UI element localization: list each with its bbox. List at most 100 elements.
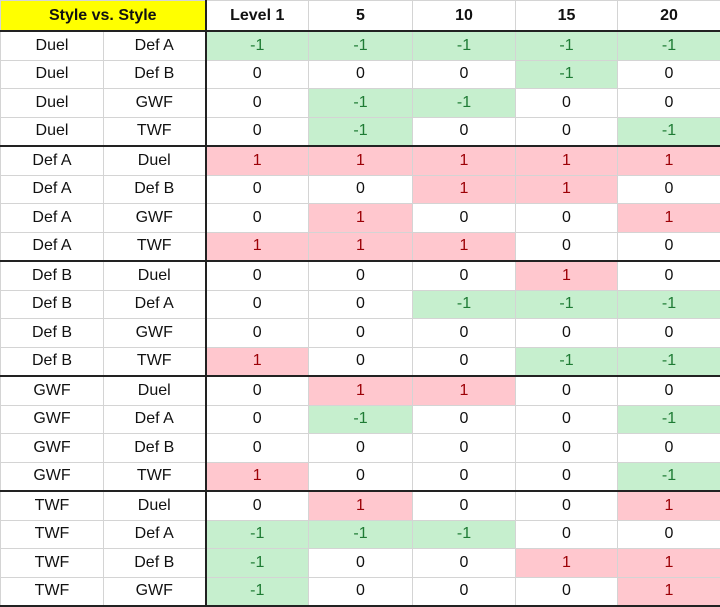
column-header: 5 [309, 1, 413, 32]
result-cell: 0 [516, 117, 618, 146]
style-b: GWF [104, 577, 206, 606]
style-a: TWF [1, 520, 104, 549]
result-cell: 0 [309, 290, 413, 319]
result-cell: 0 [206, 434, 309, 463]
style-a: Def B [1, 261, 104, 290]
style-b: Def B [104, 175, 206, 204]
style-a: Def A [1, 146, 104, 175]
style-b: TWF [104, 117, 206, 146]
result-cell: 0 [516, 376, 618, 405]
result-cell: 1 [516, 175, 618, 204]
result-cell: 0 [309, 577, 413, 606]
result-cell: 1 [206, 347, 309, 376]
result-cell: 1 [309, 376, 413, 405]
result-cell: 0 [309, 462, 413, 491]
result-cell: -1 [309, 89, 413, 118]
result-cell: -1 [309, 520, 413, 549]
result-cell: 0 [206, 204, 309, 233]
column-header: 15 [516, 1, 618, 32]
style-b: Def A [104, 31, 206, 60]
style-b: TWF [104, 232, 206, 261]
result-cell: 0 [309, 175, 413, 204]
result-cell: 1 [206, 232, 309, 261]
result-cell: -1 [618, 31, 720, 60]
result-cell: 0 [618, 232, 720, 261]
result-cell: 0 [516, 491, 618, 520]
result-cell: 0 [206, 261, 309, 290]
result-cell: 1 [309, 146, 413, 175]
result-cell: 0 [309, 319, 413, 348]
result-cell: 0 [413, 347, 516, 376]
result-cell: 0 [309, 434, 413, 463]
style-a: Duel [1, 31, 104, 60]
result-cell: 1 [206, 462, 309, 491]
result-cell: -1 [618, 462, 720, 491]
result-cell: 0 [309, 261, 413, 290]
result-cell: 1 [516, 146, 618, 175]
result-cell: 0 [618, 89, 720, 118]
result-cell: 0 [516, 232, 618, 261]
result-cell: 1 [413, 175, 516, 204]
style-a: Def B [1, 319, 104, 348]
result-cell: -1 [309, 117, 413, 146]
style-a: Def A [1, 232, 104, 261]
result-cell: 0 [516, 89, 618, 118]
result-cell: 0 [516, 405, 618, 434]
style-b: GWF [104, 89, 206, 118]
result-cell: 0 [413, 549, 516, 578]
result-cell: 0 [618, 175, 720, 204]
result-cell: -1 [516, 31, 618, 60]
style-b: Duel [104, 261, 206, 290]
style-a: Duel [1, 89, 104, 118]
style-a: GWF [1, 462, 104, 491]
result-cell: 1 [413, 232, 516, 261]
result-cell: 0 [618, 319, 720, 348]
result-cell: -1 [516, 290, 618, 319]
style-b: Duel [104, 491, 206, 520]
result-cell: 0 [206, 319, 309, 348]
style-a: Def A [1, 175, 104, 204]
style-b: Def A [104, 290, 206, 319]
result-cell: 1 [206, 146, 309, 175]
result-cell: 0 [413, 60, 516, 89]
result-cell: 0 [516, 204, 618, 233]
result-cell: 0 [413, 434, 516, 463]
style-b: Def A [104, 405, 206, 434]
result-cell: -1 [618, 117, 720, 146]
result-cell: 1 [516, 549, 618, 578]
result-cell: 0 [413, 204, 516, 233]
result-cell: 1 [618, 491, 720, 520]
style-a: GWF [1, 405, 104, 434]
result-cell: 0 [206, 376, 309, 405]
result-cell: -1 [206, 31, 309, 60]
result-cell: -1 [206, 520, 309, 549]
style-a: Def A [1, 204, 104, 233]
style-a: Def B [1, 290, 104, 319]
result-cell: -1 [413, 31, 516, 60]
column-header: 10 [413, 1, 516, 32]
result-cell: 0 [516, 434, 618, 463]
result-cell: 0 [413, 117, 516, 146]
result-cell: -1 [413, 89, 516, 118]
result-cell: 0 [618, 261, 720, 290]
result-cell: 0 [309, 347, 413, 376]
result-cell: 1 [618, 549, 720, 578]
result-cell: 0 [413, 577, 516, 606]
style-a: GWF [1, 434, 104, 463]
